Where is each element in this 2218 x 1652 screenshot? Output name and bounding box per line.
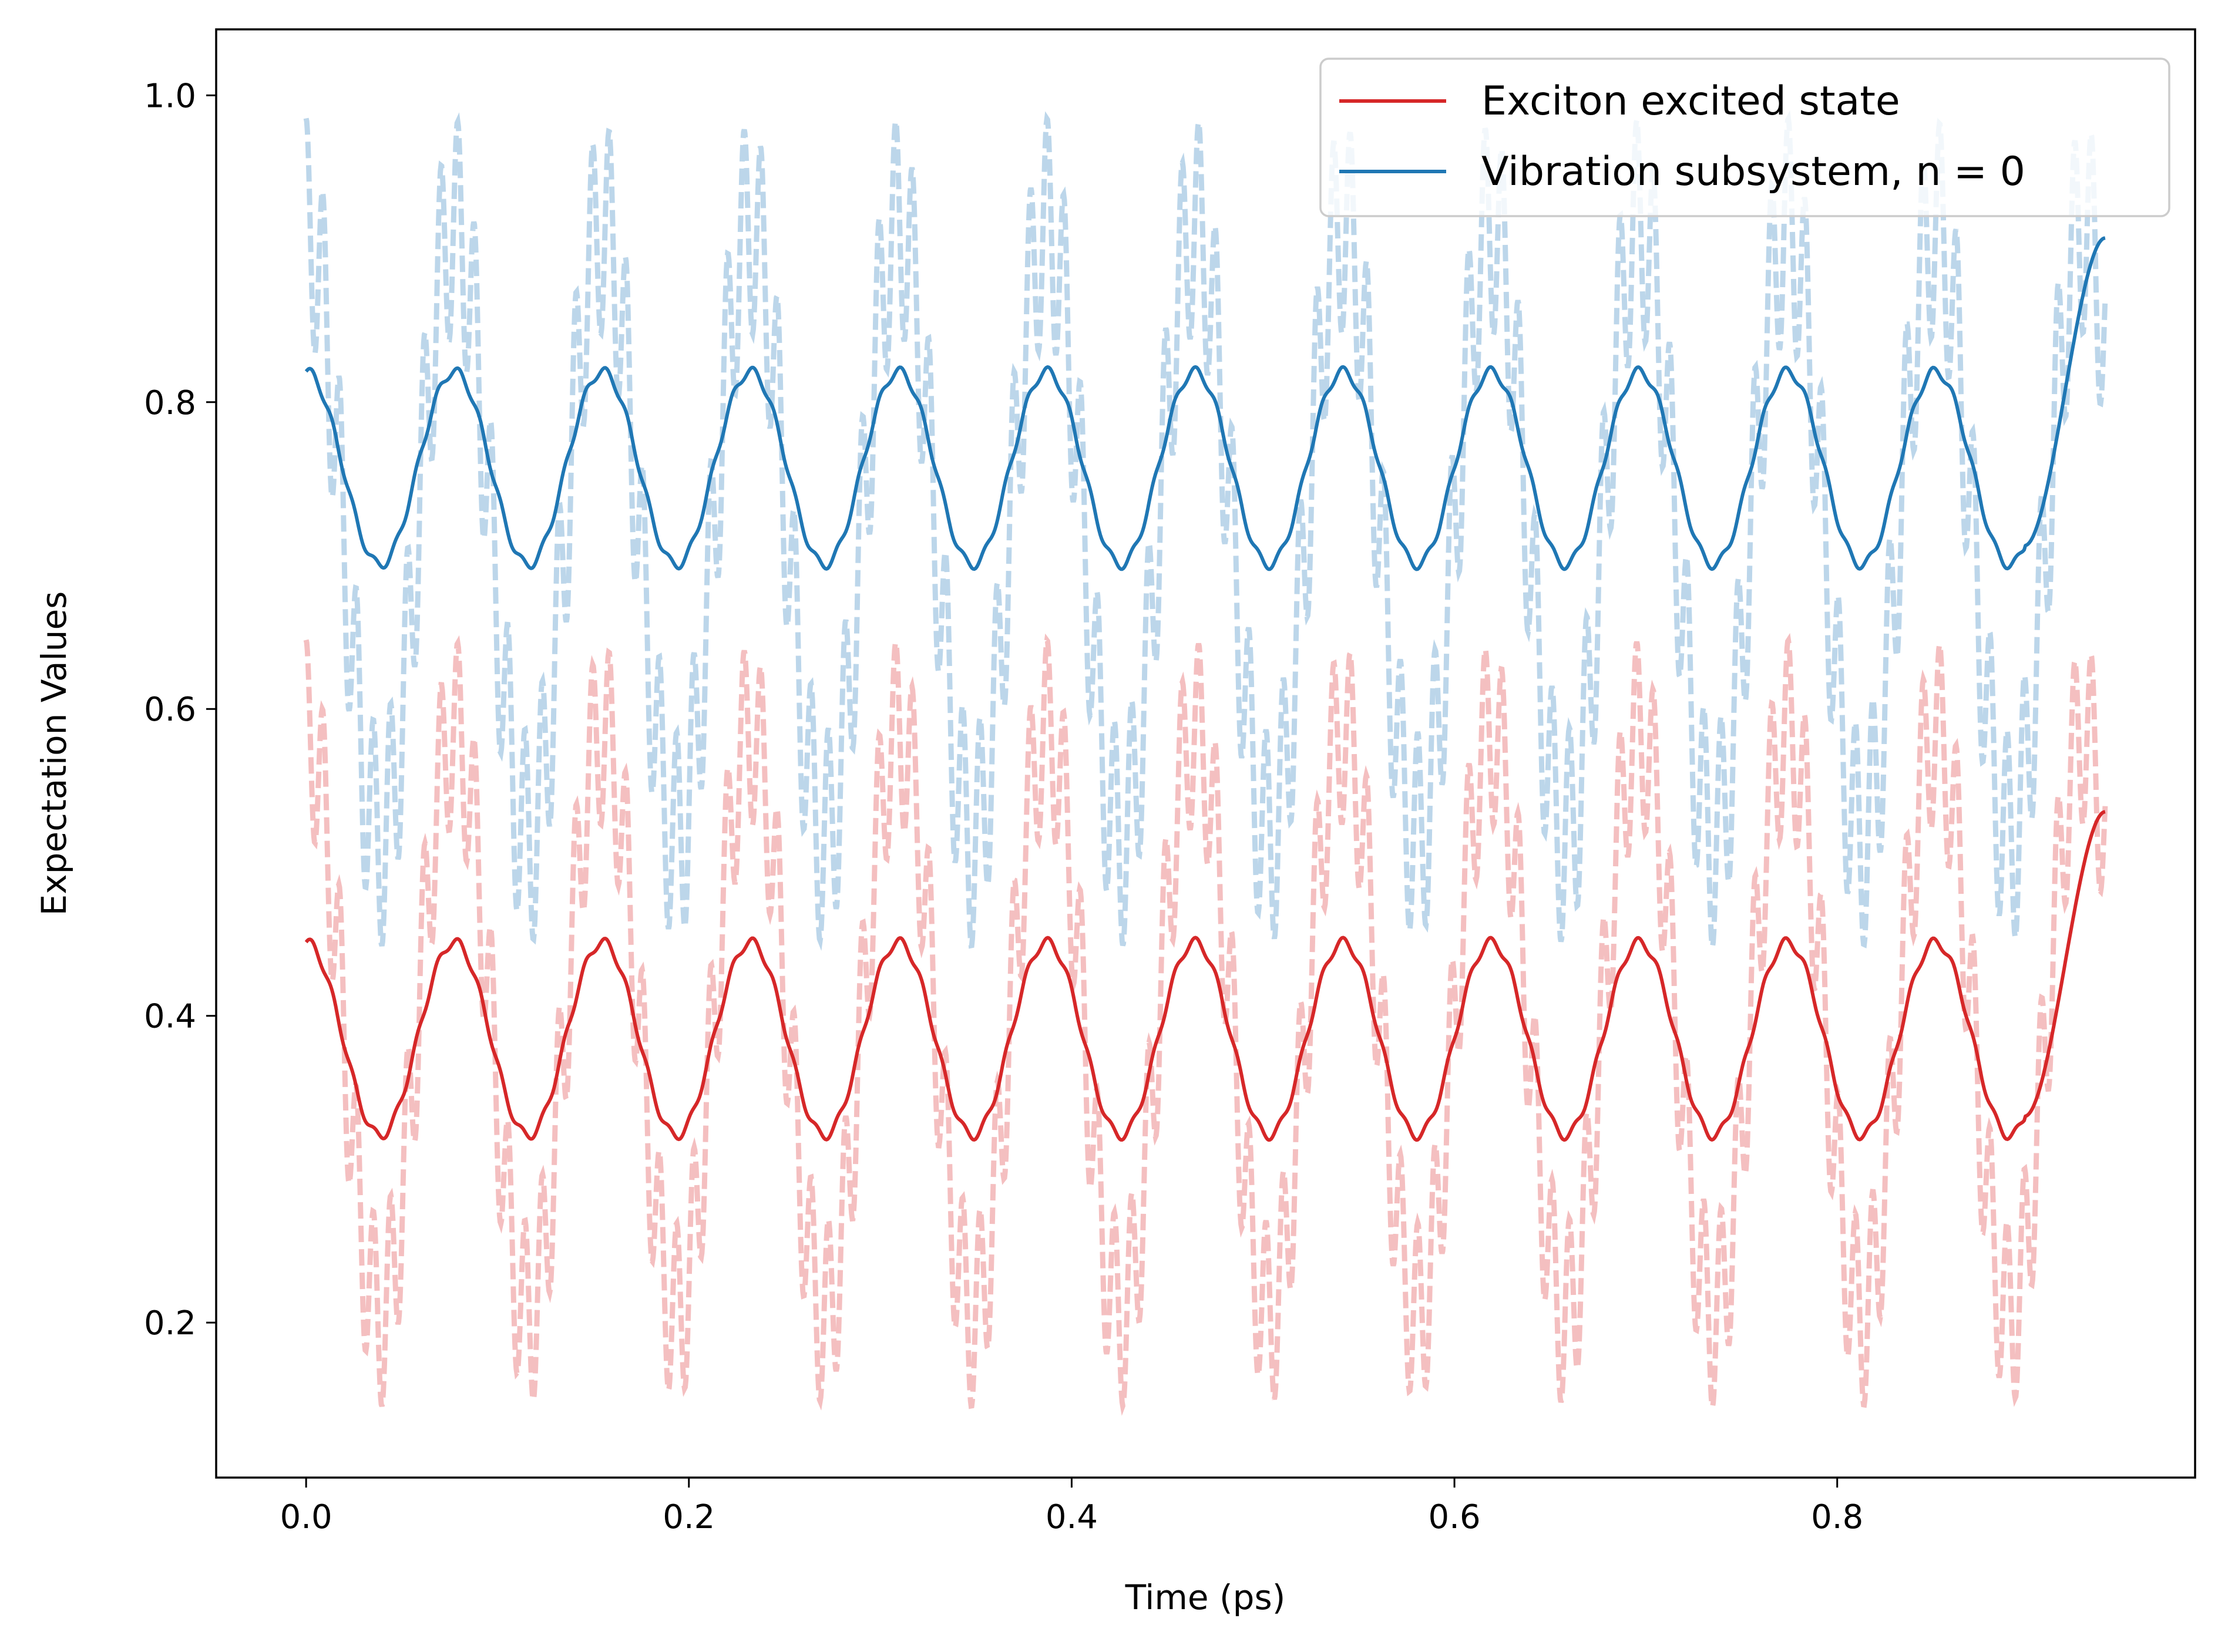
plot-frame [215,28,2196,1479]
x-axis-label: Time (ps) [1125,1577,1286,1617]
legend-label-vibration: Vibration subsystem, n = 0 [1481,149,2025,195]
faint-trace-2 [303,632,2108,1417]
legend-label-exciton: Exciton excited state [1481,78,1900,125]
x-tick-label: 0.6 [1429,1498,1481,1536]
x-tick-label: 0.4 [1046,1498,1098,1536]
y-tick-label: 1.0 [144,77,196,115]
y-tick-label: 0.6 [144,691,196,729]
x-tick-label: 0.8 [1811,1498,1863,1536]
x-tick-label: 0.2 [663,1498,715,1536]
y-tick-label: 0.2 [144,1304,196,1343]
y-tick-label: 0.8 [144,384,196,422]
legend-frame [1319,58,2170,217]
series-line-0 [304,810,2106,1142]
y-axis-label: Expectation Values [34,591,74,916]
legend: Exciton excited state Vibration subsyste… [1319,58,2170,217]
x-tick-label: 0.0 [280,1498,332,1536]
series-line-1 [304,236,2106,571]
y-tick-label: 0.4 [144,998,196,1036]
